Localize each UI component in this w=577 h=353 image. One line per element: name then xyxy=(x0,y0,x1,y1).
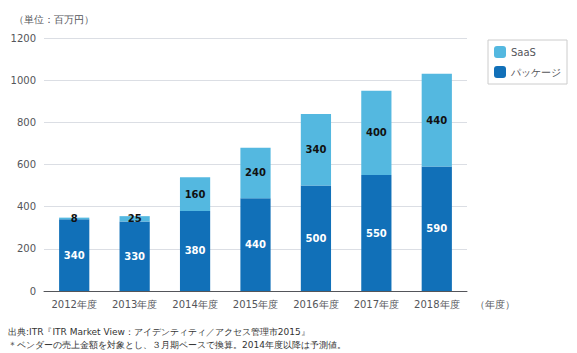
svg-text:SaaS: SaaS xyxy=(511,47,536,58)
svg-text:200: 200 xyxy=(17,243,36,254)
svg-text:600: 600 xyxy=(17,159,36,170)
svg-text:出典:ITR『ITR Market View：アイデンティテ: 出典:ITR『ITR Market View：アイデンティティ／アクセス管理市2… xyxy=(8,327,310,337)
svg-text:400: 400 xyxy=(17,201,36,212)
svg-text:550: 550 xyxy=(366,228,387,239)
svg-text:（年度）: （年度） xyxy=(475,299,515,310)
svg-text:2017年度: 2017年度 xyxy=(354,299,399,310)
svg-text:1200: 1200 xyxy=(11,33,36,44)
svg-text:2014年度: 2014年度 xyxy=(172,299,217,310)
svg-text:2013年度: 2013年度 xyxy=(112,299,157,310)
svg-text:380: 380 xyxy=(185,245,206,256)
svg-text:＊ベンダーの売上金額を対象とし、３月期ベースで換算。2014: ＊ベンダーの売上金額を対象とし、３月期ベースで換算。2014年度以降は予測値。 xyxy=(8,340,346,350)
svg-text:590: 590 xyxy=(426,223,447,234)
svg-text:2012年度: 2012年度 xyxy=(51,299,96,310)
svg-text:800: 800 xyxy=(17,117,36,128)
svg-text:340: 340 xyxy=(305,144,326,155)
svg-text:340: 340 xyxy=(64,250,85,261)
svg-text:2015年度: 2015年度 xyxy=(233,299,278,310)
svg-text:0: 0 xyxy=(30,286,36,297)
svg-text:パッケージ: パッケージ xyxy=(510,67,561,78)
svg-text:2016年度: 2016年度 xyxy=(293,299,338,310)
svg-text:400: 400 xyxy=(366,127,387,138)
svg-text:1000: 1000 xyxy=(11,75,36,86)
svg-text:25: 25 xyxy=(128,213,142,224)
svg-text:440: 440 xyxy=(426,115,447,126)
svg-text:240: 240 xyxy=(245,167,266,178)
svg-text:2018年度: 2018年度 xyxy=(414,299,459,310)
svg-text:160: 160 xyxy=(185,189,206,200)
svg-text:330: 330 xyxy=(124,251,145,262)
svg-text:（単位：百万円）: （単位：百万円） xyxy=(14,14,94,25)
svg-text:500: 500 xyxy=(305,233,326,244)
svg-text:8: 8 xyxy=(71,213,78,224)
svg-text:440: 440 xyxy=(245,239,266,250)
